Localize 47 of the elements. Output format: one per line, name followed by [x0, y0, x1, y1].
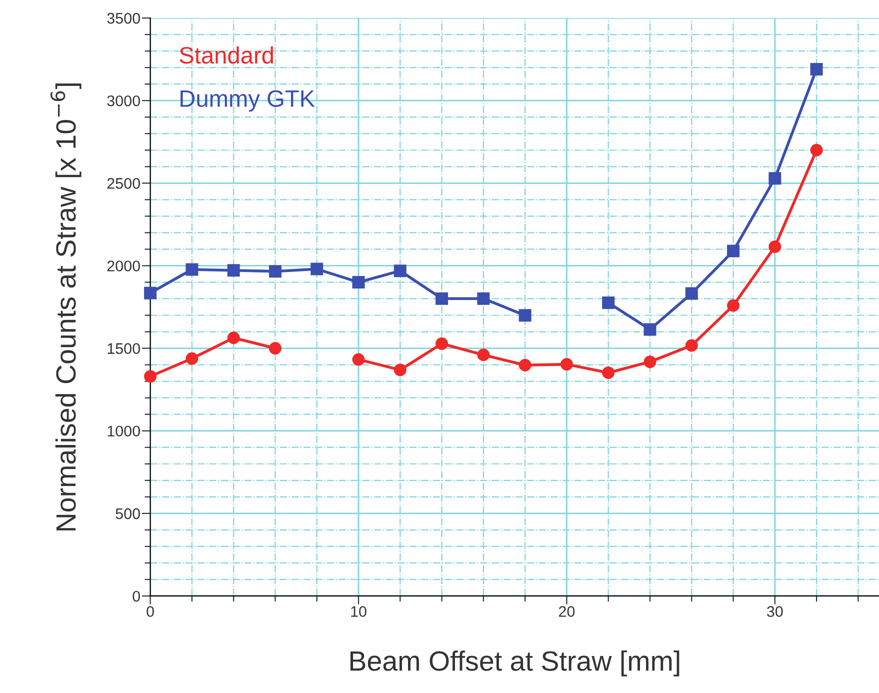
point	[186, 263, 198, 276]
y-axis-title: Normalised Counts at Straw [x 10$^{−6}$]	[50, 84, 82, 530]
y-tick-label: 1500	[108, 343, 140, 354]
point	[144, 370, 157, 383]
point	[518, 358, 532, 372]
x-tick-label: 0	[146, 606, 154, 617]
y-tick-label: 3500	[107, 12, 140, 24]
y-tick-label: 500	[116, 508, 140, 520]
point	[560, 358, 573, 371]
y-tick-label: 2000	[107, 260, 140, 272]
x-tick-label: 10	[351, 606, 366, 617]
point	[394, 364, 406, 376]
point	[810, 62, 823, 76]
y-tick-label: 2500	[107, 178, 140, 189]
point	[227, 332, 240, 344]
point	[477, 292, 490, 305]
point	[644, 356, 656, 368]
point	[685, 339, 698, 352]
point	[768, 172, 782, 185]
point	[685, 287, 698, 300]
point	[644, 323, 656, 336]
text: Standard	[180, 46, 273, 64]
point	[186, 352, 198, 365]
point	[477, 348, 490, 362]
point	[394, 264, 406, 278]
x-axis-title: Beam Offset at Straw [mm]	[350, 650, 680, 676]
point	[352, 276, 365, 288]
y-tick-label: 3000	[107, 95, 140, 106]
point	[810, 144, 823, 156]
y-tick-label: 1000	[108, 426, 140, 437]
x-tick-label: 20	[558, 606, 575, 617]
point	[144, 286, 157, 300]
point	[727, 244, 740, 258]
point	[436, 292, 448, 305]
point	[310, 262, 324, 276]
point	[268, 342, 282, 355]
point	[352, 353, 365, 366]
point	[727, 299, 740, 312]
point	[602, 366, 615, 379]
point	[768, 240, 782, 253]
x-tick-label: 30	[766, 606, 783, 617]
point	[436, 337, 448, 350]
point	[268, 265, 282, 278]
point	[227, 264, 240, 277]
point	[602, 296, 615, 309]
y-tick-label: 0	[132, 590, 140, 602]
point	[518, 309, 532, 322]
